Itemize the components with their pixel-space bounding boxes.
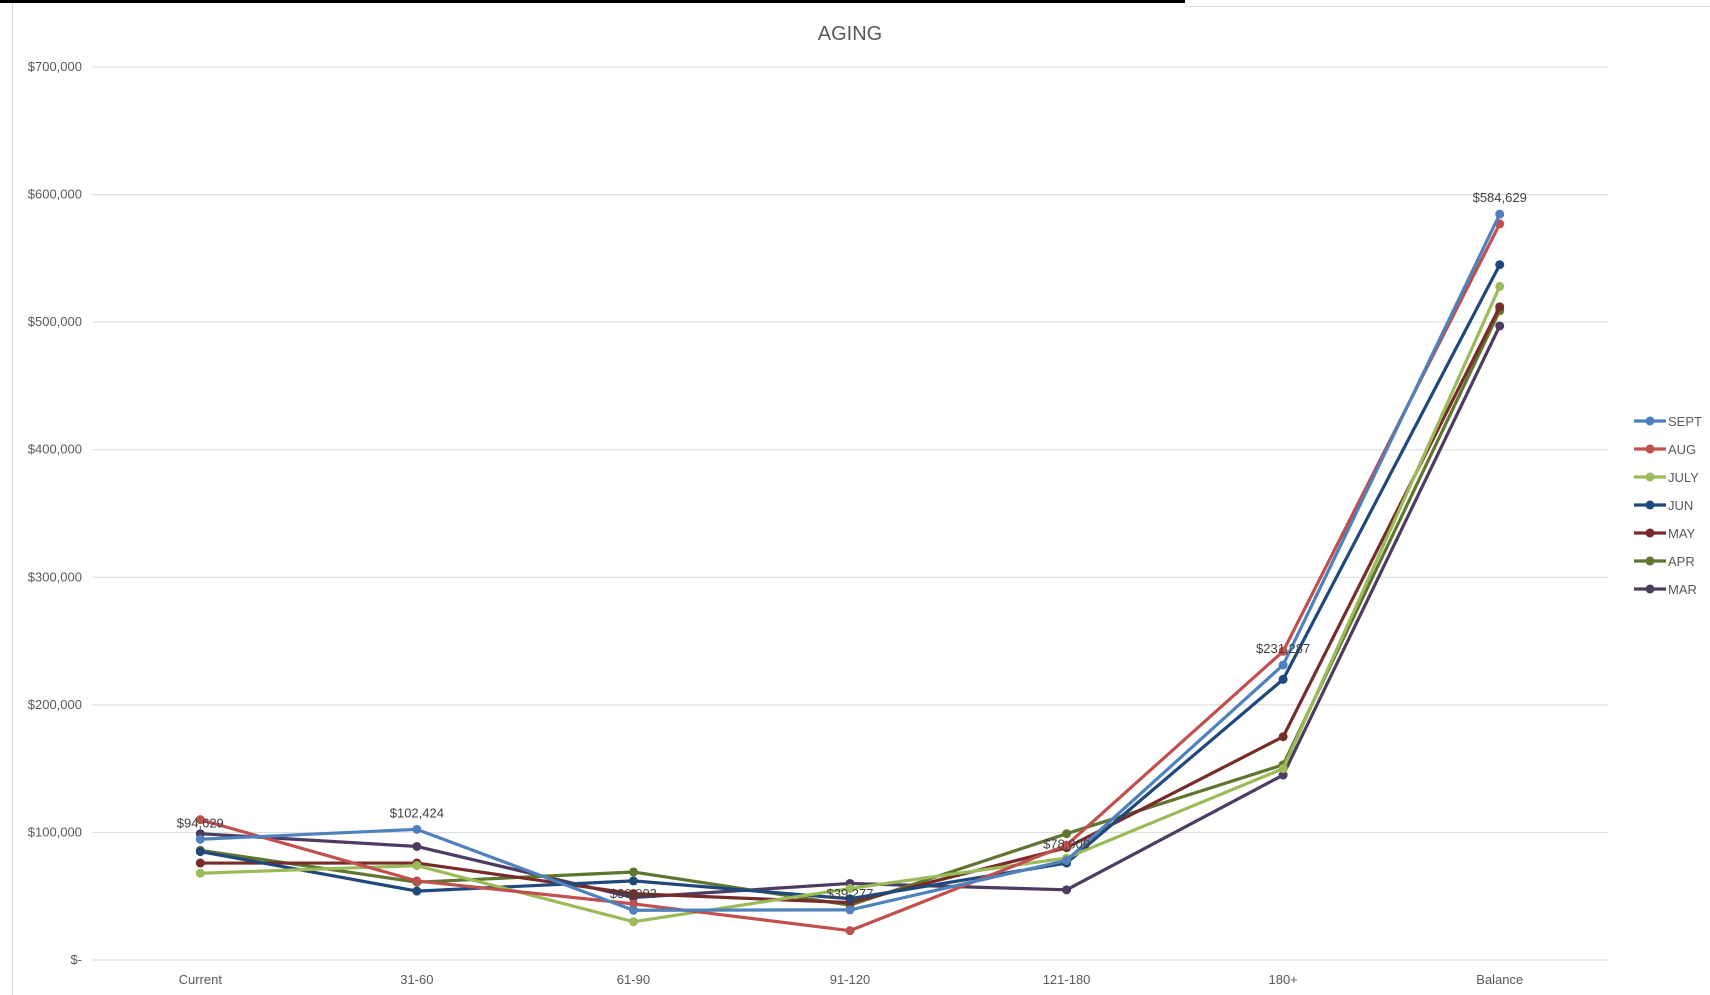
x-axis-tick-labels: Current 31-60 61-90 91-120 121-180 180+ Balanc… <box>179 972 1524 987</box>
data-point <box>412 861 422 871</box>
legend: SEPT AUG JULY JUN MAY APR MAR <box>1634 414 1702 597</box>
legend-label: MAY <box>1668 526 1696 541</box>
legend-item-aug: AUG <box>1634 442 1696 457</box>
data-point <box>195 847 205 857</box>
data-point <box>845 905 855 915</box>
y-tick-label: $500,000 <box>28 314 82 329</box>
data-label: $102,424 <box>390 805 444 820</box>
legend-marker <box>1645 444 1655 454</box>
x-tick-label: Current <box>179 972 223 987</box>
series-line <box>198 263 1502 901</box>
data-point <box>628 876 638 886</box>
legend-label: MAR <box>1668 582 1697 597</box>
x-tick-label: 31-60 <box>400 972 433 987</box>
data-point <box>1062 829 1072 839</box>
legend-marker <box>1645 416 1655 426</box>
data-point <box>1495 302 1505 312</box>
legend-label: APR <box>1668 554 1695 569</box>
data-point <box>195 868 205 878</box>
chart-title: AGING <box>818 23 882 45</box>
data-point <box>845 894 855 904</box>
x-tick-label: 180+ <box>1268 972 1297 987</box>
chart-frame-left <box>12 3 13 995</box>
legend-marker <box>1645 528 1655 538</box>
data-point <box>845 926 855 936</box>
legend-marker <box>1645 472 1655 482</box>
x-tick-label: Balance <box>1476 972 1523 987</box>
data-point <box>628 899 638 909</box>
y-tick-label: $300,000 <box>28 569 82 584</box>
data-point <box>628 867 638 877</box>
legend-label: JUN <box>1668 498 1693 513</box>
y-tick-label: $- <box>70 952 82 967</box>
y-tick-label: $600,000 <box>28 187 82 202</box>
series-line <box>198 284 1502 924</box>
legend-label: JULY <box>1668 470 1699 485</box>
legend-label: AUG <box>1668 442 1696 457</box>
data-point <box>845 884 855 894</box>
data-point <box>1278 674 1288 684</box>
x-tick-label: 91-120 <box>830 972 870 987</box>
top-border-line <box>0 0 1185 3</box>
data-point <box>1278 770 1288 780</box>
x-tick-label: 121-180 <box>1043 972 1091 987</box>
legend-marker <box>1645 556 1655 566</box>
legend-item-mar: MAR <box>1634 582 1697 597</box>
data-point <box>1062 855 1072 865</box>
data-label: $231,287 <box>1256 641 1310 656</box>
legend-item-apr: APR <box>1634 554 1695 569</box>
legend-item-july: JULY <box>1634 470 1699 485</box>
data-point <box>195 834 205 844</box>
y-tick-label: $200,000 <box>28 697 82 712</box>
data-point <box>1495 281 1505 291</box>
data-point <box>412 824 422 834</box>
data-point <box>628 917 638 927</box>
series-sept <box>195 209 1505 915</box>
data-point <box>195 858 205 868</box>
data-point <box>195 815 205 825</box>
data-point <box>1495 321 1505 331</box>
data-label: $584,629 <box>1473 190 1527 205</box>
data-point <box>1062 840 1072 850</box>
data-point <box>628 905 638 915</box>
grid-lines <box>92 66 1608 961</box>
y-tick-label: $400,000 <box>28 442 82 457</box>
legend-marker <box>1645 500 1655 510</box>
y-axis-tick-labels: $- $100,000 $200,000 $300,000 $400,000 $500,0… <box>28 59 82 967</box>
series-july <box>195 281 1505 927</box>
data-label: $39,277 <box>827 886 874 901</box>
legend-label: SEPT <box>1668 414 1702 429</box>
data-point <box>1062 885 1072 895</box>
data-point <box>1278 646 1288 656</box>
data-label: $94,629 <box>177 815 224 830</box>
data-point <box>412 886 422 896</box>
chart-frame-top <box>1185 6 1710 7</box>
series-jun <box>195 260 1505 904</box>
y-tick-label: $100,000 <box>28 824 82 839</box>
data-point <box>412 841 422 851</box>
data-point <box>412 876 422 886</box>
data-point <box>1278 764 1288 774</box>
data-label: $78,009 <box>1043 836 1090 851</box>
legend-item-jun: JUN <box>1634 498 1693 513</box>
legend-item-may: MAY <box>1634 526 1696 541</box>
data-labels: $94,629 $102,424 $39,003 $39,277 $78,009 $231… <box>177 190 1527 901</box>
data-point <box>628 889 638 899</box>
series-lines <box>195 209 1505 936</box>
legend-marker <box>1645 584 1655 594</box>
x-tick-label: 61-90 <box>617 972 650 987</box>
data-label: $39,003 <box>610 886 657 901</box>
y-tick-label: $700,000 <box>28 59 82 74</box>
data-point <box>1278 660 1288 670</box>
data-point <box>1495 260 1505 270</box>
data-point <box>1278 732 1288 742</box>
legend-item-sept: SEPT <box>1634 414 1702 429</box>
data-point <box>1495 209 1505 219</box>
